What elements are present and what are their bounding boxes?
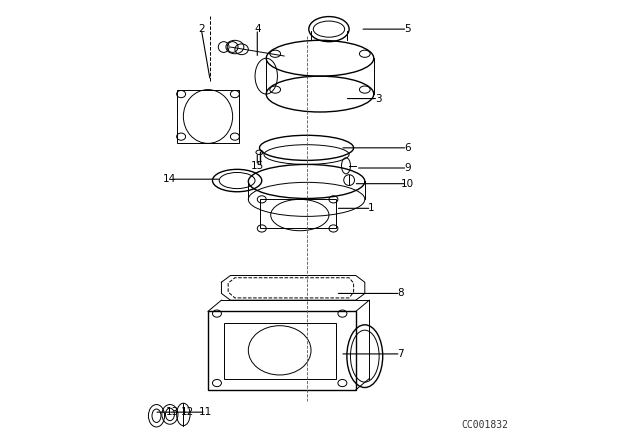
Text: 13: 13 <box>166 407 179 417</box>
Bar <box>224 323 335 379</box>
Text: 15: 15 <box>251 161 264 171</box>
Text: 8: 8 <box>397 289 404 298</box>
Bar <box>208 311 356 390</box>
Text: 10: 10 <box>401 179 414 189</box>
Text: 14: 14 <box>163 174 177 184</box>
Text: 11: 11 <box>199 407 212 417</box>
Bar <box>260 199 336 228</box>
Text: 4: 4 <box>254 24 260 34</box>
Text: 9: 9 <box>404 163 411 173</box>
Text: 12: 12 <box>181 407 195 417</box>
Text: 5: 5 <box>404 24 411 34</box>
Text: 1: 1 <box>368 203 375 213</box>
Text: 7: 7 <box>397 349 404 359</box>
Bar <box>177 90 239 143</box>
Text: 3: 3 <box>375 94 381 103</box>
Text: 2: 2 <box>198 24 205 34</box>
Text: CC001832: CC001832 <box>461 420 508 430</box>
Text: 6: 6 <box>404 143 411 153</box>
